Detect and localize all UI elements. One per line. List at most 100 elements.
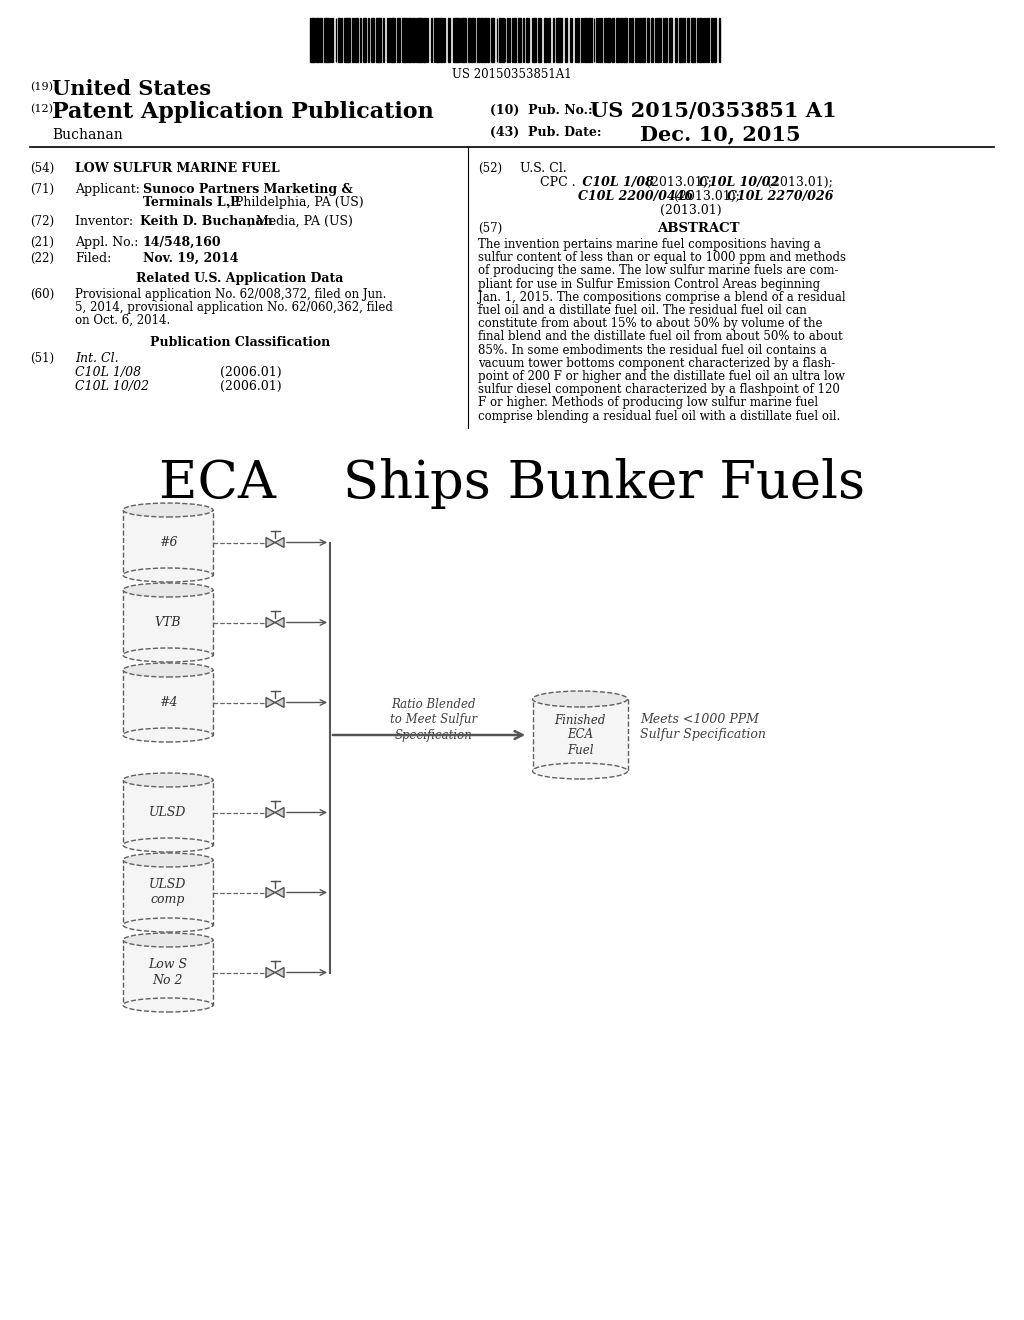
Text: (52): (52) — [478, 162, 502, 176]
Text: C10L 2200/0446: C10L 2200/0446 — [578, 190, 693, 203]
Text: Inventor:: Inventor: — [75, 215, 145, 228]
Polygon shape — [266, 887, 275, 898]
Ellipse shape — [123, 663, 213, 677]
Bar — [483, 18, 486, 62]
Bar — [123, 861, 213, 925]
Bar — [699, 18, 702, 62]
Text: VTB: VTB — [155, 616, 181, 630]
Text: (72): (72) — [30, 215, 54, 228]
Text: The invention pertains marine fuel compositions having a: The invention pertains marine fuel compo… — [478, 238, 821, 251]
Ellipse shape — [123, 917, 213, 932]
Bar — [418, 18, 420, 62]
Bar — [691, 18, 693, 62]
Text: (2013.01);: (2013.01); — [763, 176, 833, 189]
Text: (19): (19) — [30, 82, 53, 92]
Ellipse shape — [123, 853, 213, 867]
Bar — [481, 18, 482, 62]
Polygon shape — [275, 968, 284, 977]
Bar — [548, 18, 550, 62]
Bar — [123, 940, 213, 1005]
Text: #4: #4 — [159, 696, 177, 709]
Text: (51): (51) — [30, 352, 54, 366]
Text: C10L 2270/026: C10L 2270/026 — [727, 190, 834, 203]
Bar — [642, 18, 645, 62]
Ellipse shape — [123, 729, 213, 742]
Bar — [683, 18, 685, 62]
Ellipse shape — [123, 568, 213, 582]
Bar — [616, 18, 618, 62]
Text: Applicant:: Applicant: — [75, 183, 147, 195]
Text: (54): (54) — [30, 162, 54, 176]
Bar — [380, 18, 381, 62]
Bar — [578, 18, 579, 62]
Bar — [408, 18, 411, 62]
Ellipse shape — [123, 838, 213, 851]
Text: U.S. Cl.: U.S. Cl. — [520, 162, 566, 176]
Ellipse shape — [532, 690, 628, 708]
Bar — [509, 18, 510, 62]
Text: ABSTRACT: ABSTRACT — [656, 222, 739, 235]
Bar — [600, 18, 602, 62]
Bar — [651, 18, 653, 62]
Bar — [555, 18, 558, 62]
Text: Finished
ECA
Fuel: Finished ECA Fuel — [554, 714, 605, 756]
Bar — [324, 18, 326, 62]
Bar — [612, 18, 613, 62]
Text: Nov. 19, 2014: Nov. 19, 2014 — [143, 252, 239, 265]
Text: Dec. 10, 2015: Dec. 10, 2015 — [640, 124, 801, 144]
Text: United States: United States — [52, 79, 211, 99]
Text: on Oct. 6, 2014.: on Oct. 6, 2014. — [75, 314, 170, 327]
Text: pliant for use in Sulfur Emission Control Areas beginning: pliant for use in Sulfur Emission Contro… — [478, 277, 820, 290]
Bar — [346, 18, 348, 62]
Bar — [553, 18, 554, 62]
Text: (2006.01): (2006.01) — [220, 380, 282, 393]
Text: C10L 1/08: C10L 1/08 — [578, 176, 654, 189]
Polygon shape — [275, 618, 284, 627]
Polygon shape — [266, 968, 275, 977]
Bar — [439, 18, 442, 62]
Text: (10)  Pub. No.:: (10) Pub. No.: — [490, 104, 601, 117]
Text: US 2015/0353851 A1: US 2015/0353851 A1 — [590, 102, 837, 121]
Text: C10L 10/02: C10L 10/02 — [75, 380, 150, 393]
Text: CPC .: CPC . — [540, 176, 575, 189]
Bar — [393, 18, 394, 62]
Polygon shape — [275, 537, 284, 548]
Text: Provisional application No. 62/008,372, filed on Jun.: Provisional application No. 62/008,372, … — [75, 288, 386, 301]
Text: Ratio Blended
to Meet Sulfur
Specification: Ratio Blended to Meet Sulfur Specificati… — [390, 698, 477, 742]
Ellipse shape — [123, 648, 213, 663]
Bar — [502, 18, 504, 62]
Text: sulfur content of less than or equal to 1000 ppm and methods: sulfur content of less than or equal to … — [478, 251, 846, 264]
Bar — [406, 18, 408, 62]
Bar — [470, 18, 472, 62]
Bar — [338, 18, 340, 62]
Text: Patent Application Publication: Patent Application Publication — [52, 102, 434, 123]
Text: Jan. 1, 2015. The compositions comprise a blend of a residual: Jan. 1, 2015. The compositions comprise … — [478, 290, 846, 304]
Bar — [397, 18, 399, 62]
Text: Keith D. Buchanan: Keith D. Buchanan — [140, 215, 272, 228]
Text: Related U.S. Application Data: Related U.S. Application Data — [136, 272, 344, 285]
Text: 14/548,160: 14/548,160 — [143, 236, 221, 249]
Ellipse shape — [123, 583, 213, 597]
Bar — [391, 18, 392, 62]
Bar — [402, 18, 404, 62]
Text: 85%. In some embodiments the residual fuel oil contains a: 85%. In some embodiments the residual fu… — [478, 343, 826, 356]
Bar — [532, 700, 628, 771]
Bar — [707, 18, 709, 62]
Text: Sunoco Partners Marketing &: Sunoco Partners Marketing & — [143, 183, 352, 195]
Text: (2013.01);: (2013.01); — [642, 176, 716, 189]
Bar — [565, 18, 567, 62]
Bar — [544, 18, 547, 62]
Text: (60): (60) — [30, 288, 54, 301]
Text: Meets <1000 PPM
Sulfur Specification: Meets <1000 PPM Sulfur Specification — [640, 713, 766, 741]
Text: F or higher. Methods of producing low sulfur marine fuel: F or higher. Methods of producing low su… — [478, 396, 818, 409]
Bar — [423, 18, 426, 62]
Bar — [514, 18, 516, 62]
Text: Publication Classification: Publication Classification — [150, 337, 330, 348]
Text: US 20150353851A1: US 20150353851A1 — [453, 69, 571, 81]
Bar — [344, 18, 346, 62]
Text: Terminals L.P.: Terminals L.P. — [143, 195, 242, 209]
Text: fuel oil and a distillate fuel oil. The residual fuel oil can: fuel oil and a distillate fuel oil. The … — [478, 304, 807, 317]
Bar — [569, 18, 572, 62]
Text: Buchanan: Buchanan — [52, 128, 123, 143]
Bar — [604, 18, 606, 62]
